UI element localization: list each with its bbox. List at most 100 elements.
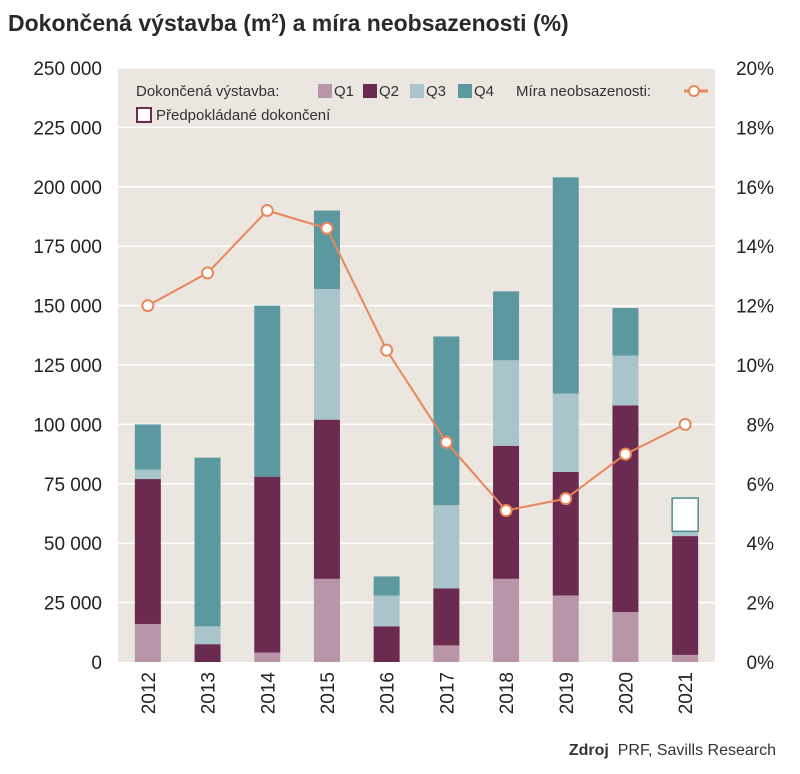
bar-q3-2012 xyxy=(134,469,161,480)
legend: Dokončená výstavba: Q1 Q2 Q3 Q4 Míra neo… xyxy=(136,83,708,124)
x-tick-label: 2016 xyxy=(378,672,399,714)
y-tick-label: 225 000 xyxy=(33,118,102,139)
bar-q1-2020 xyxy=(612,612,639,662)
y-tick-label: 150 000 xyxy=(33,297,102,318)
axes: 0 25 000 50 000 75 000 100 000 125 000 150 000… xyxy=(33,59,774,714)
y-tick-label: 25 000 xyxy=(44,594,102,615)
bar-q1-2018 xyxy=(493,578,520,662)
title-prefix: Dokončená výstavba (m xyxy=(8,10,272,36)
y-tick-label: 50 000 xyxy=(44,534,102,555)
y-tick-label: 200 000 xyxy=(33,178,102,199)
legend-label-q3: Q3 xyxy=(426,83,446,100)
vacancy-point-2018 xyxy=(499,504,513,518)
bar-q1-2021 xyxy=(672,654,699,662)
x-tick-label: 2013 xyxy=(199,672,220,714)
x-tick-label: 2015 xyxy=(318,672,339,714)
x-tick-label: 2017 xyxy=(437,672,458,714)
bar-q4-2019 xyxy=(552,177,579,394)
bar-q2-2013 xyxy=(194,644,221,662)
y2-tick-label: 12% xyxy=(736,297,774,318)
y-tick-label: 0 xyxy=(91,653,102,674)
legend-label-q1: Q1 xyxy=(334,83,354,100)
legend-vacancy-label: Míra neobsazenosti: xyxy=(516,83,651,100)
bar-q2-2019 xyxy=(552,471,579,596)
bar-q4-2020 xyxy=(612,307,639,356)
vacancy-point-2021 xyxy=(678,417,692,431)
bar-q2-2012 xyxy=(134,479,161,624)
x-tick-label: 2014 xyxy=(258,672,279,715)
y-tick-label: 250 000 xyxy=(33,59,102,80)
bar-q2-2016 xyxy=(373,626,400,662)
y2-tick-label: 8% xyxy=(747,415,775,436)
bar-q3-2017 xyxy=(433,505,460,589)
bar-q4-2018 xyxy=(493,291,520,361)
vacancy-point-2012 xyxy=(141,299,155,313)
legend-swatch-q4 xyxy=(458,84,472,98)
legend-swatch-q1 xyxy=(318,84,332,98)
source-text: PRF, Savills Research xyxy=(617,742,776,759)
bar-q3-2018 xyxy=(493,360,520,446)
legend-line-marker xyxy=(688,85,700,97)
bar-q1-2015 xyxy=(313,578,340,662)
bar-q2-2015 xyxy=(313,419,340,579)
bar-q3-2015 xyxy=(313,288,340,420)
bar-q1-2019 xyxy=(552,595,579,662)
bar-q4-2017 xyxy=(433,336,460,506)
bar-q1-2012 xyxy=(134,623,161,662)
source-label: Zdroj xyxy=(568,742,609,759)
bar-q1-2017 xyxy=(433,645,460,662)
bar-q3-2020 xyxy=(612,355,639,406)
legend-label-q2: Q2 xyxy=(379,83,399,100)
legend-label-q4: Q4 xyxy=(474,83,494,100)
vacancy-point-2019 xyxy=(559,492,573,506)
chart-title: Dokončená výstavba (m2) a míra neobsazen… xyxy=(8,10,569,37)
x-tick-label: 2019 xyxy=(557,672,578,714)
bar-q3-2013 xyxy=(194,626,221,645)
y2-tick-label: 18% xyxy=(736,118,774,139)
bar-q2-2021 xyxy=(672,536,699,655)
vacancy-point-2013 xyxy=(201,266,215,280)
vacancy-point-2020 xyxy=(618,447,632,461)
bar-q3-2016 xyxy=(373,595,400,627)
vacancy-line-path xyxy=(147,209,686,512)
legend-forecast-label: Předpokládané dokončení xyxy=(156,107,331,124)
legend-swatch-q2 xyxy=(363,84,377,98)
title-superscript: 2 xyxy=(271,10,279,26)
bar-q2-2020 xyxy=(612,405,639,613)
y2-tick-label: 2% xyxy=(747,594,775,615)
vacancy-point-2016 xyxy=(380,343,394,357)
bar-q2-2014 xyxy=(254,476,281,653)
vacancy-point-2015 xyxy=(320,221,334,235)
legend-swatch-forecast xyxy=(136,107,152,123)
source-note: Zdroj PRF, Savills Research xyxy=(569,742,776,760)
y-tick-label: 75 000 xyxy=(44,475,102,496)
legend-swatch-q3 xyxy=(410,84,424,98)
y2-tick-label: 4% xyxy=(747,534,775,555)
y2-tick-label: 10% xyxy=(736,356,774,377)
x-tick-label: 2021 xyxy=(676,672,697,714)
y-tick-label: 175 000 xyxy=(33,237,102,258)
y2-tick-label: 14% xyxy=(736,237,774,258)
title-suffix: ) a míra neobsazenosti (%) xyxy=(278,10,569,36)
vacancy-point-2017 xyxy=(439,435,453,449)
y-tick-label: 100 000 xyxy=(33,415,102,436)
bar-q3-2021 xyxy=(672,531,699,537)
bar-q3-2019 xyxy=(552,393,579,472)
y2-tick-label: 0% xyxy=(747,653,775,674)
bar-q4-2014 xyxy=(254,305,281,477)
bar-q4-2016 xyxy=(373,576,400,596)
bars xyxy=(134,177,699,662)
x-tick-label: 2012 xyxy=(139,672,160,714)
bar-forecast-2021 xyxy=(671,497,699,533)
y2-tick-label: 16% xyxy=(736,178,774,199)
y-tick-label: 125 000 xyxy=(33,356,102,377)
vacancy-line xyxy=(141,204,692,518)
bar-q4-2013 xyxy=(194,457,221,627)
x-tick-label: 2020 xyxy=(616,672,637,714)
vacancy-point-2014 xyxy=(260,204,274,218)
bar-q1-2014 xyxy=(254,652,281,662)
legend-completed-label: Dokončená výstavba: xyxy=(136,83,279,100)
y2-tick-label: 6% xyxy=(747,475,775,496)
x-tick-label: 2018 xyxy=(497,672,518,714)
